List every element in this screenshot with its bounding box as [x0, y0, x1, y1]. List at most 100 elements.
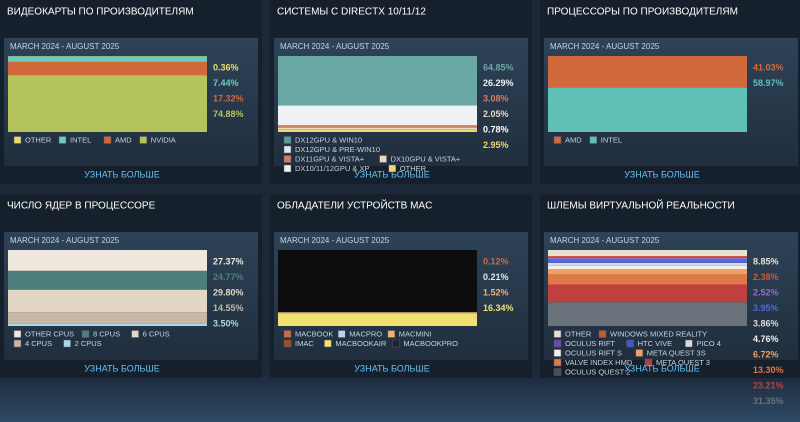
value-label: 0.36% [213, 62, 239, 72]
date-range: MARCH 2024 - AUGUST 2025 [280, 42, 390, 51]
area-band [8, 75, 207, 132]
legend-swatch [283, 164, 292, 173]
legend-label: DX12GPU & WIN10 [295, 135, 362, 144]
legend-label: INTEL [70, 135, 91, 144]
legend-swatch [644, 358, 653, 367]
legend-label: OCULUS RIFT S [565, 348, 622, 357]
legend-label: DX10GPU & VISTA+ [391, 154, 461, 163]
area-band [548, 87, 747, 132]
legend-swatch [635, 349, 644, 357]
legend-swatch [139, 136, 148, 144]
value-label: 6.72% [753, 349, 779, 359]
area-band [278, 129, 477, 130]
legend-swatch [553, 339, 562, 348]
area-band [8, 312, 207, 324]
value-label: 2.38% [753, 272, 779, 282]
legend-swatch [283, 330, 292, 338]
panel: СИСТЕМЫ С DIRECTX 10/11/12 MARCH 2024 - A… [270, 0, 532, 184]
area-band [548, 302, 747, 326]
value-label: 17.32% [213, 93, 244, 103]
learn-more-link[interactable]: УЗНАТЬ БОЛЬШЕ [624, 169, 699, 179]
area-band [548, 284, 747, 303]
legend-label: VALVE INDEX HMD [565, 358, 633, 367]
value-label: 16.34% [483, 303, 514, 313]
learn-more-link[interactable]: УЗНАТЬ БОЛЬШЕ [624, 363, 699, 373]
legend-swatch [589, 136, 598, 144]
legend-swatch [598, 330, 607, 338]
legend-label: AMD [115, 135, 132, 144]
area-band [548, 259, 747, 263]
area-band [548, 274, 747, 285]
value-label: 23.21% [753, 380, 784, 390]
legend-swatch [103, 136, 112, 144]
legend-swatch [553, 368, 562, 376]
area-band [8, 323, 207, 326]
panel-title: ЧИСЛО ЯДЕР В ПРОЦЕССОРЕ [7, 201, 156, 212]
panel: ВИДЕОКАРТЫ ПО ПРОИЗВОДИТЕЛЯМ MARCH 2024 -… [0, 0, 262, 184]
value-label: 2.05% [483, 109, 509, 119]
legend-swatch [553, 136, 562, 144]
value-label: 2.52% [753, 287, 779, 297]
learn-more-link[interactable]: УЗНАТЬ БОЛЬШЕ [354, 169, 429, 179]
legend-swatch [283, 136, 292, 144]
value-label: 26.29% [483, 78, 514, 88]
legend-label: DX12GPU & PRE-WIN10 [295, 145, 380, 154]
value-label: 0.78% [483, 124, 509, 134]
legend-swatch [392, 339, 400, 348]
learn-more-link[interactable]: УЗНАТЬ БОЛЬШЕ [84, 169, 159, 179]
area-band [548, 256, 747, 258]
value-label: 27.37% [213, 256, 244, 266]
panel: ОБЛАДАТЕЛИ УСТРОЙСТВ MAC MARCH 2024 - AUG… [270, 194, 532, 378]
legend-swatch [388, 164, 397, 173]
panel: ШЛЕМЫ ВИРТУАЛЬНОЙ РЕАЛЬНОСТИ MARCH 2024 -… [540, 194, 800, 378]
area-band [548, 269, 747, 275]
value-label: 1.52% [483, 287, 509, 297]
area-band [278, 127, 477, 130]
legend-swatch [13, 330, 22, 338]
area-band [8, 270, 207, 290]
legend-label: MACMINI [399, 329, 432, 338]
legend-swatch [283, 339, 292, 348]
legend-label: HTC VIVE [638, 339, 673, 348]
value-label: 2.95% [483, 140, 509, 150]
legend-label: 6 CPUS [143, 329, 170, 338]
area-band [278, 313, 477, 326]
area-band [548, 56, 747, 88]
date-range: MARCH 2024 - AUGUST 2025 [10, 236, 120, 245]
legend-label: WINDOWS MIXED REALITY [610, 329, 707, 338]
legend-label: DX11GPU & VISTA+ [295, 154, 365, 163]
area-band [278, 312, 477, 314]
value-label: 3.86% [753, 318, 779, 328]
legend-swatch [81, 330, 90, 338]
legend-swatch [63, 339, 71, 348]
panel-title: ОБЛАДАТЕЛИ УСТРОЙСТВ MAC [277, 199, 432, 212]
learn-more-link[interactable]: УЗНАТЬ БОЛЬШЕ [84, 363, 159, 373]
area-band [548, 265, 747, 270]
chart [8, 250, 207, 326]
area-band [278, 56, 477, 106]
area-band [548, 257, 747, 260]
value-label: 3.95% [753, 303, 779, 313]
area-band [278, 129, 477, 132]
legend-swatch [131, 330, 139, 338]
legend-swatch [379, 155, 387, 163]
legend-swatch [324, 339, 332, 348]
legend-label: MACBOOK [295, 329, 333, 338]
legend-label: INTEL [601, 135, 622, 144]
date-range: MARCH 2024 - AUGUST 2025 [550, 42, 660, 51]
legend-label: 8 CPUS [93, 329, 120, 338]
area-band [8, 61, 207, 76]
date-range: MARCH 2024 - AUGUST 2025 [550, 236, 660, 245]
area-band [278, 105, 477, 126]
legend-label: 2 CPUS [75, 339, 102, 348]
learn-more-link[interactable]: УЗНАТЬ БОЛЬШЕ [354, 363, 429, 373]
legend-swatch [337, 330, 346, 338]
value-label: 3.50% [213, 318, 239, 328]
legend-swatch [283, 145, 292, 154]
legend-label: NVIDIA [151, 135, 176, 144]
date-range: MARCH 2024 - AUGUST 2025 [10, 42, 120, 51]
chart [278, 56, 477, 132]
value-label: 14.55% [213, 303, 244, 313]
area-band [8, 250, 207, 271]
